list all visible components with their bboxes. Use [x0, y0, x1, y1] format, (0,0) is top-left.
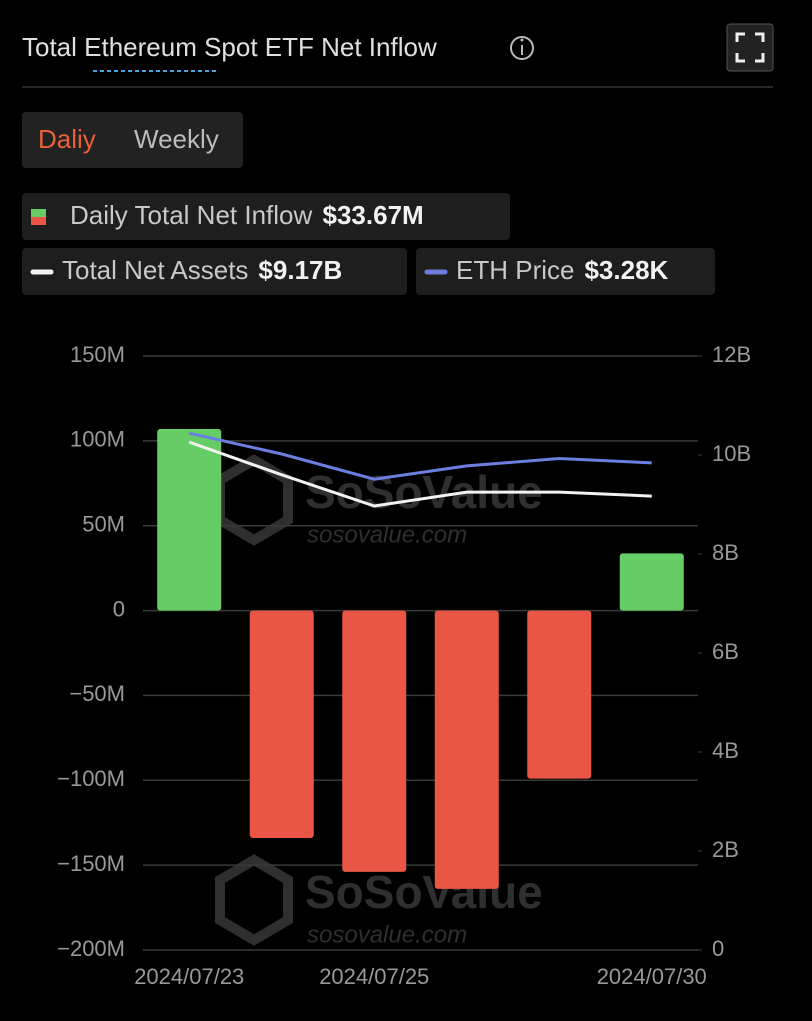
- y2-tick-label: 2B: [712, 837, 739, 862]
- line: [188, 440, 652, 508]
- legend-value: $9.17B: [258, 255, 342, 285]
- y-tick-label: 100M: [70, 427, 125, 452]
- legend-name: Total Net Assets: [62, 255, 248, 285]
- watermark-url: sosovalue.com: [307, 921, 467, 948]
- y2-tick-label: 4B: [712, 738, 739, 763]
- title: Total Ethereum Spot ETF Net Inflow: [22, 32, 437, 62]
- y2-tick-label: 0: [712, 936, 724, 961]
- x-tick-label: 2024/07/30: [597, 964, 707, 989]
- watermark-brand: SoSoValue: [305, 866, 543, 918]
- y-tick-label: 50M: [82, 512, 125, 537]
- fullscreen-button[interactable]: [726, 23, 774, 72]
- legend-chip: [416, 248, 715, 295]
- y2-tick-label: 8B: [712, 540, 739, 565]
- bar: [527, 610, 592, 779]
- legend-icon: [31, 217, 46, 225]
- bar: [249, 610, 314, 838]
- bar: [434, 610, 499, 889]
- x-tick-label: 2024/07/25: [319, 964, 429, 989]
- legend-icon: [31, 209, 46, 217]
- legend-name: Daily Total Net Inflow: [70, 200, 313, 230]
- legend-chip: [22, 193, 510, 240]
- y2-tick-label: 12B: [712, 342, 751, 367]
- bar: [157, 428, 222, 611]
- bar: [619, 553, 684, 611]
- legend-chip: [22, 248, 407, 295]
- tab-group: [22, 112, 243, 168]
- line: [188, 431, 652, 481]
- y-tick-label: −200M: [57, 936, 125, 961]
- tab-weekly[interactable]: Weekly: [134, 124, 219, 154]
- x-tick-label: 2024/07/23: [134, 964, 244, 989]
- y2-tick-label: 6B: [712, 639, 739, 664]
- legend-value: $3.28K: [584, 255, 668, 285]
- y-tick-label: −100M: [57, 766, 125, 791]
- bar: [342, 610, 407, 872]
- watermark-logo: [215, 854, 293, 946]
- legend-name: ETH Price: [456, 255, 574, 285]
- y-tick-label: 0: [113, 596, 125, 621]
- y-tick-label: −50M: [69, 681, 125, 706]
- legend-value: $33.67M: [323, 200, 424, 230]
- y-tick-label: −150M: [57, 851, 125, 876]
- tab-daily[interactable]: Daliy: [38, 124, 96, 154]
- y2-tick-label: 10B: [712, 441, 751, 466]
- y-tick-label: 150M: [70, 342, 125, 367]
- watermark: SoSoValue sosovalue.com: [215, 854, 543, 948]
- info-icon[interactable]: [510, 36, 534, 60]
